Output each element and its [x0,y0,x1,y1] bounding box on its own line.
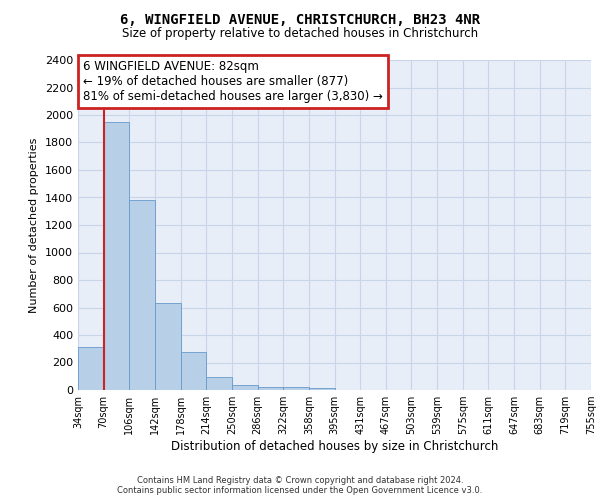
Bar [206,377,232,390]
Bar [155,304,181,390]
Text: Contains HM Land Registry data © Crown copyright and database right 2024.: Contains HM Land Registry data © Crown c… [137,476,463,485]
Text: 6 WINGFIELD AVENUE: 82sqm
← 19% of detached houses are smaller (877)
81% of semi: 6 WINGFIELD AVENUE: 82sqm ← 19% of detac… [83,60,383,103]
Bar [78,348,104,390]
Bar [232,384,257,390]
Bar [309,388,335,390]
Bar [130,200,155,390]
X-axis label: Distribution of detached houses by size in Christchurch: Distribution of detached houses by size … [171,440,498,453]
Y-axis label: Number of detached properties: Number of detached properties [29,138,40,312]
Bar [257,386,283,390]
Bar [283,387,309,390]
Bar [104,122,130,390]
Bar [181,352,206,390]
Text: 6, WINGFIELD AVENUE, CHRISTCHURCH, BH23 4NR: 6, WINGFIELD AVENUE, CHRISTCHURCH, BH23 … [120,12,480,26]
Text: Contains public sector information licensed under the Open Government Licence v3: Contains public sector information licen… [118,486,482,495]
Text: Size of property relative to detached houses in Christchurch: Size of property relative to detached ho… [122,28,478,40]
